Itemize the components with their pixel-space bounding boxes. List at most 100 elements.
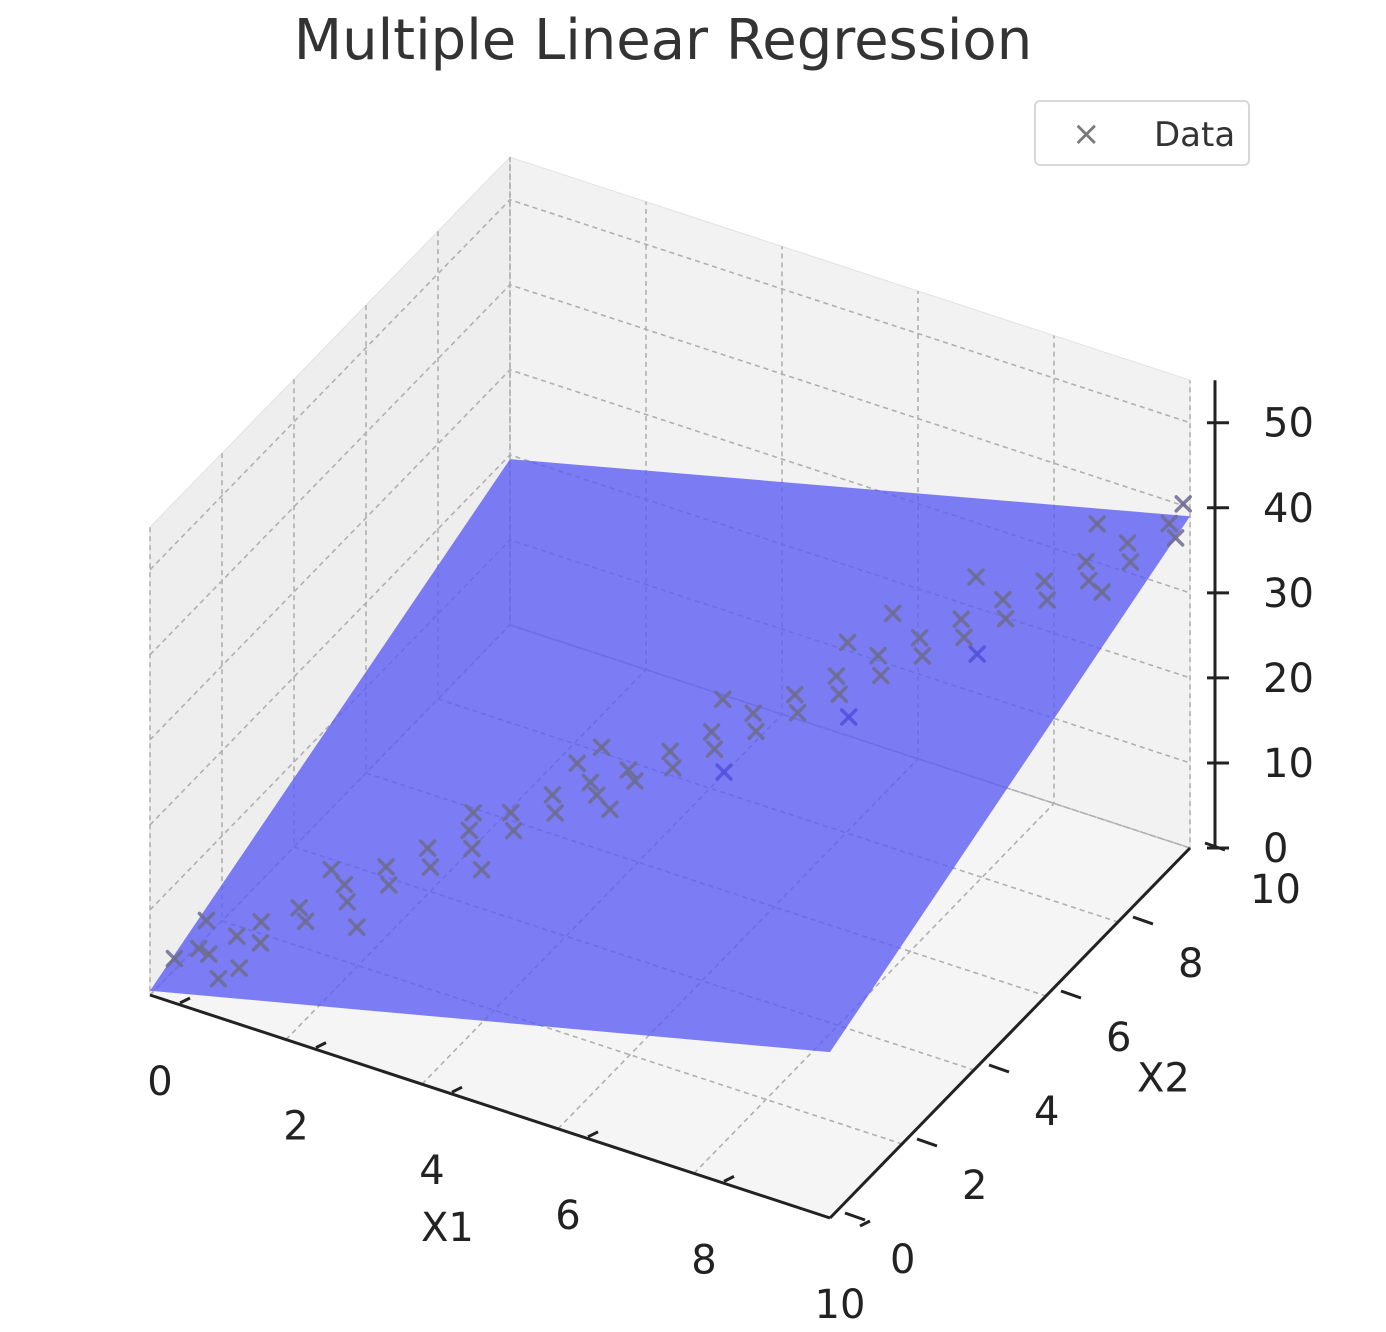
grid-line-y — [365, 305, 1047, 997]
data-point — [588, 786, 606, 804]
data-point — [502, 803, 520, 822]
data-point-stroke — [335, 875, 354, 894]
data-point — [322, 860, 340, 879]
data-point — [296, 912, 315, 931]
data-point — [1038, 591, 1056, 609]
data-point-stroke — [543, 786, 562, 804]
data-point-stroke — [290, 899, 308, 917]
data-point — [714, 690, 732, 709]
data-point-stroke — [322, 860, 340, 879]
regression-plane — [150, 459, 1190, 1053]
data-point-stroke — [1166, 529, 1185, 547]
data-point-stroke — [955, 628, 973, 647]
data-point — [702, 723, 721, 741]
data-point — [377, 858, 395, 876]
data-point — [744, 704, 762, 723]
x-tick-label: 6 — [555, 1193, 580, 1239]
z-tick-label: 20 — [1263, 656, 1314, 702]
y-tick — [988, 1063, 1010, 1074]
data-point-stroke — [209, 970, 228, 988]
data-point — [581, 773, 600, 792]
chart-title: Multiple Linear Regression — [293, 8, 1033, 73]
data-point — [1118, 534, 1137, 552]
data-point — [460, 821, 478, 840]
grid-line-y — [509, 157, 1191, 849]
data-point-stroke — [788, 703, 807, 722]
data-point-stroke — [502, 803, 520, 822]
data-points-front — [165, 495, 1192, 988]
data-point — [601, 800, 619, 818]
y-axis-label: X2 — [1137, 1056, 1190, 1102]
data-point-stroke — [747, 722, 765, 741]
data-point-stroke — [619, 761, 638, 779]
z-tick-label: 40 — [1263, 486, 1314, 532]
data-point-stroke — [913, 647, 932, 665]
data-point-stroke — [421, 858, 440, 876]
data-point-stroke — [1035, 572, 1054, 590]
data-point — [788, 703, 807, 722]
y-tick-label: 8 — [1178, 941, 1203, 987]
data-point-stroke — [714, 690, 732, 709]
x-tick-label: 0 — [147, 1059, 172, 1105]
grid-line-z — [149, 283, 1191, 656]
data-point-stroke — [838, 633, 857, 652]
data-point — [335, 875, 354, 894]
data-point-stroke — [601, 800, 619, 818]
data-point — [872, 666, 890, 685]
data-point — [251, 934, 270, 952]
data-point — [464, 804, 482, 822]
data-point — [418, 839, 437, 857]
data-point-stroke — [1121, 553, 1140, 571]
data-point-stroke — [872, 666, 890, 685]
data-point — [252, 913, 270, 931]
grid-line-y — [293, 379, 975, 1071]
data-point-stroke — [230, 959, 248, 977]
data-point — [197, 911, 216, 930]
data-point-stroke — [1038, 591, 1056, 609]
data-point — [380, 876, 398, 894]
data-point-stroke — [200, 945, 218, 963]
data-point-stroke — [910, 629, 929, 647]
data-point-stroke — [464, 804, 482, 822]
data-point-stroke — [1077, 552, 1095, 571]
legend: × Data — [1034, 100, 1250, 166]
data-point-stroke — [592, 738, 611, 756]
data-point — [705, 740, 724, 758]
data-point — [996, 609, 1015, 628]
z-tick-label: 0 — [1263, 826, 1288, 872]
data-point — [747, 722, 765, 741]
data-point-stroke — [504, 821, 523, 840]
data-point-stroke — [1118, 534, 1137, 552]
data-point-stroke — [252, 913, 270, 931]
data-point — [463, 839, 481, 858]
x-tick — [315, 1041, 327, 1049]
data-point-stroke — [251, 934, 270, 952]
data-point — [619, 761, 638, 779]
data-point-stroke — [702, 723, 721, 741]
data-point-stroke — [996, 609, 1015, 628]
data-point — [869, 646, 887, 665]
data-point-stroke — [994, 590, 1012, 609]
x-axis-line — [149, 993, 831, 1220]
data-point — [994, 590, 1012, 609]
data-point-stroke — [884, 604, 902, 623]
data-point — [955, 628, 973, 647]
data-point — [543, 786, 562, 804]
data-point-stroke — [869, 646, 887, 665]
data-point-stroke — [626, 772, 644, 790]
x-tick-label: 4 — [419, 1148, 444, 1194]
data-point — [1121, 553, 1140, 571]
data-point — [546, 804, 564, 822]
data-point — [421, 858, 440, 876]
y-tick — [844, 1211, 866, 1222]
data-point-stroke — [705, 740, 724, 758]
data-point-stroke — [661, 742, 679, 761]
data-point-stroke — [952, 610, 970, 628]
x-axis-label: X1 — [421, 1205, 474, 1251]
data-point — [884, 604, 902, 623]
data-point-stroke — [418, 839, 437, 857]
grid-line-y — [221, 453, 903, 1145]
data-point — [209, 970, 228, 988]
